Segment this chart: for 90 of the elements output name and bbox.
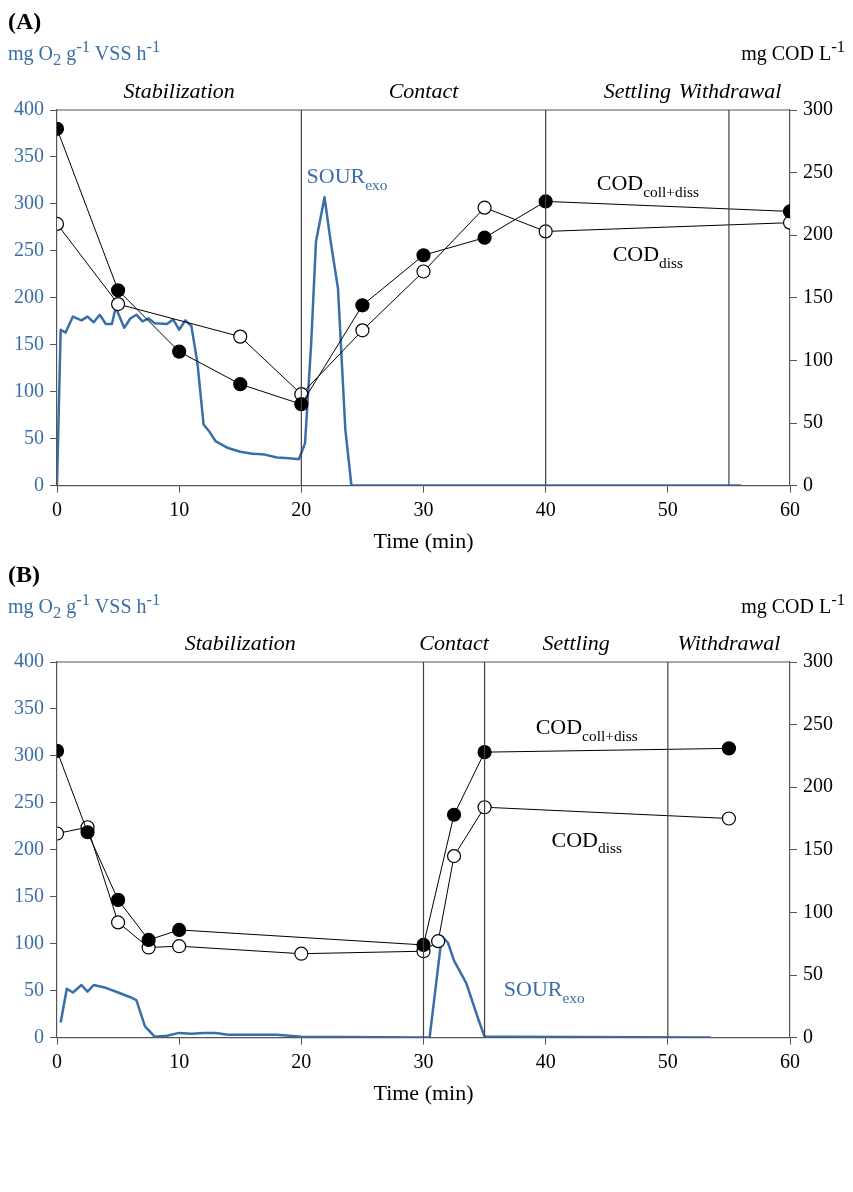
point (431, 934, 446, 949)
point (233, 376, 248, 391)
y-tick-label: 250 (14, 237, 44, 260)
chart-title: (B) (8, 560, 41, 588)
x-tick-label: 20 (291, 1050, 312, 1073)
point (416, 938, 431, 953)
x-axis-title: Time (min) (373, 1079, 474, 1105)
y-tick-label: 400 (14, 96, 44, 119)
point (446, 849, 462, 864)
y-tick-label: 50 (24, 978, 44, 1001)
x-tick-label: 20 (291, 497, 312, 520)
y2-tick-label: 250 (803, 712, 833, 735)
point (172, 344, 187, 359)
y2-axis-title: mg COD L$^{-1}$ (741, 589, 845, 620)
point (110, 282, 126, 298)
point (172, 923, 187, 938)
text: Withdrawal (678, 77, 782, 103)
y-tick-label: 0 (34, 1025, 44, 1048)
text: Settling (603, 77, 671, 103)
x-tick-label: 40 (535, 497, 556, 520)
y2-tick-label: 100 (803, 899, 833, 922)
y-tick-label: 100 (14, 931, 44, 954)
text: Settling (542, 630, 610, 656)
text: Stabilization (184, 630, 296, 656)
point (110, 893, 126, 908)
point (110, 296, 126, 311)
point (110, 915, 126, 930)
y2-tick-label: 0 (803, 1025, 813, 1048)
y2-tick-label: 50 (803, 409, 823, 432)
y-tick-label: 0 (34, 472, 44, 495)
y-axis-title: mg O$_{2}$ g$^{-1}$ VSS h$^{-1}$ (8, 37, 161, 70)
x-tick-label: 0 (52, 1050, 62, 1073)
y2-tick-label: 200 (803, 222, 833, 245)
point (233, 329, 248, 344)
y2-tick-label: 250 (803, 159, 833, 182)
y2-tick-label: 50 (803, 962, 823, 985)
point (538, 193, 553, 209)
y-tick-label: 150 (14, 331, 44, 354)
point (446, 807, 462, 823)
x-tick-label: 10 (169, 497, 190, 520)
point (477, 230, 492, 245)
chart-title: (A) (8, 8, 43, 35)
y2-tick-label: 300 (803, 649, 833, 672)
y2-tick-label: 150 (803, 837, 833, 860)
text: Stabilization (123, 77, 235, 103)
x-tick-label: 30 (413, 497, 434, 520)
point (294, 946, 309, 962)
x-tick-label: 50 (657, 1050, 678, 1073)
text: Contact (388, 77, 460, 103)
y-tick-label: 250 (14, 790, 44, 813)
y2-axis-title: mg COD L$^{-1}$ (741, 37, 845, 67)
y-tick-label: 350 (14, 696, 44, 719)
y2-tick-label: 200 (803, 774, 833, 797)
y-tick-label: 200 (14, 837, 44, 860)
y2-tick-label: 150 (803, 284, 833, 307)
point (141, 933, 156, 948)
y-tick-label: 200 (14, 284, 44, 307)
point (721, 741, 737, 756)
y2-tick-label: 100 (803, 347, 833, 370)
point (721, 811, 737, 826)
y-tick-label: 300 (14, 190, 44, 213)
point (477, 200, 492, 215)
point (416, 264, 431, 279)
x-tick-label: 40 (535, 1050, 556, 1073)
y-tick-label: 350 (14, 143, 44, 166)
point (80, 825, 95, 840)
y-tick-label: 50 (24, 425, 44, 448)
y-tick-label: 150 (14, 884, 44, 907)
x-tick-label: 60 (780, 497, 800, 520)
point (416, 247, 431, 262)
x-tick-label: 60 (780, 1050, 800, 1073)
y-tick-label: 400 (14, 649, 44, 672)
y-tick-label: 300 (14, 743, 44, 766)
y-axis-title: mg O$_{2}$ g$^{-1}$ VSS h$^{-1}$ (8, 589, 161, 623)
point (355, 297, 370, 313)
point (477, 800, 492, 815)
point (477, 745, 492, 760)
x-tick-label: 10 (169, 1050, 190, 1073)
x-axis-title: Time (min) (373, 527, 474, 553)
text: Contact (419, 630, 490, 656)
x-tick-label: 30 (413, 1050, 434, 1073)
x-tick-label: 50 (657, 497, 678, 520)
point (355, 322, 370, 338)
point (172, 939, 187, 954)
y2-tick-label: 0 (803, 472, 813, 495)
x-tick-label: 0 (52, 497, 62, 520)
y-tick-label: 100 (14, 378, 44, 401)
point (294, 396, 309, 411)
text: Withdrawal (677, 630, 781, 656)
y2-tick-label: 300 (803, 96, 833, 119)
